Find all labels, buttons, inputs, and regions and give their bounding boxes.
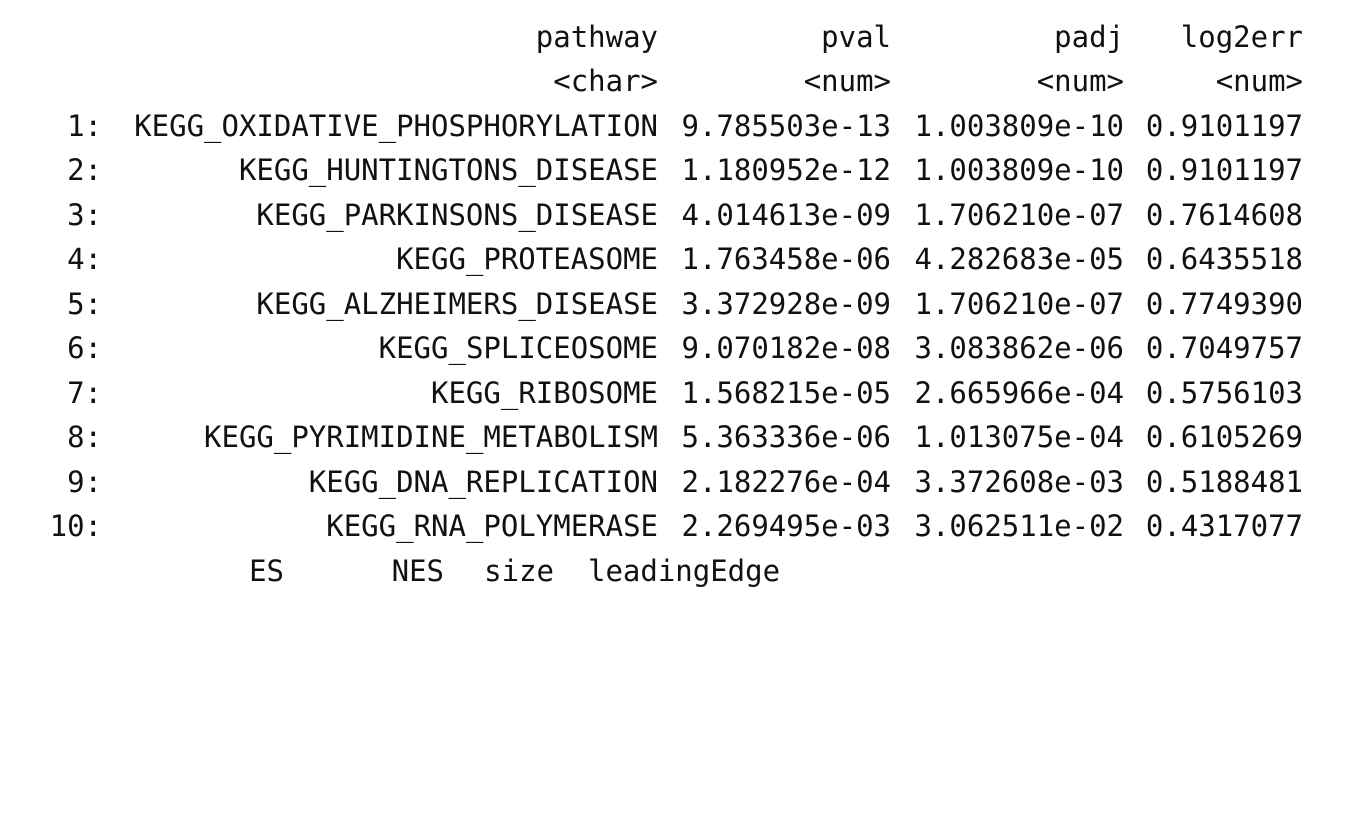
pval-cell: 3.372928e-09 — [681, 287, 891, 321]
padj-cell: 1.003809e-10 — [914, 153, 1124, 187]
column-header-log2err: log2err — [1180, 20, 1303, 54]
row-index: 8: — [67, 420, 102, 454]
column-type-pval: <num> — [803, 64, 891, 98]
table-row: 5: KEGG_ALZHEIMERS_DISEASE 3.372928e-09 … — [0, 282, 1354, 326]
table-row: 4: KEGG_PROTEASOME 1.763458e-06 4.282683… — [0, 237, 1354, 281]
pathway-cell: KEGG_RIBOSOME — [431, 376, 658, 410]
row-index: 5: — [67, 287, 102, 321]
next-column-header-row: ES NES size leadingEdge — [0, 549, 1354, 593]
pval-cell: 1.763458e-06 — [681, 242, 891, 276]
column-header-padj: padj — [1054, 20, 1124, 54]
table-row: 1: KEGG_OXIDATIVE_PHOSPHORYLATION 9.7855… — [0, 104, 1354, 148]
row-index: 7: — [67, 376, 102, 410]
padj-cell: 1.706210e-07 — [914, 198, 1124, 232]
column-header-leading-edge: leadingEdge — [588, 554, 781, 588]
log2err-cell: 0.6105269 — [1145, 420, 1303, 454]
pathway-cell: KEGG_OXIDATIVE_PHOSPHORYLATION — [134, 109, 658, 143]
pval-cell: 9.785503e-13 — [681, 109, 891, 143]
pval-cell: 2.269495e-03 — [681, 509, 891, 543]
table-row: 2: KEGG_HUNTINGTONS_DISEASE 1.180952e-12… — [0, 148, 1354, 192]
log2err-cell: 0.9101197 — [1145, 109, 1303, 143]
column-type-pathway: <char> — [553, 64, 658, 98]
padj-cell: 3.083862e-06 — [914, 331, 1124, 365]
log2err-cell: 0.6435518 — [1145, 242, 1303, 276]
table-row: 10: KEGG_RNA_POLYMERASE 2.269495e-03 3.0… — [0, 504, 1354, 548]
table-row: 8: KEGG_PYRIMIDINE_METABOLISM 5.363336e-… — [0, 415, 1354, 459]
pval-cell: 1.568215e-05 — [681, 376, 891, 410]
padj-cell: 2.665966e-04 — [914, 376, 1124, 410]
row-index: 9: — [67, 465, 102, 499]
column-header-row: pathway pval padj log2err — [0, 15, 1354, 59]
padj-cell: 1.706210e-07 — [914, 287, 1124, 321]
pathway-cell: KEGG_DNA_REPLICATION — [308, 465, 658, 499]
pathway-cell: KEGG_PYRIMIDINE_METABOLISM — [204, 420, 658, 454]
log2err-cell: 0.5756103 — [1145, 376, 1303, 410]
row-index: 6: — [67, 331, 102, 365]
table-row: 3: KEGG_PARKINSONS_DISEASE 4.014613e-09 … — [0, 193, 1354, 237]
pathway-cell: KEGG_RNA_POLYMERASE — [326, 509, 658, 543]
padj-cell: 3.372608e-03 — [914, 465, 1124, 499]
log2err-cell: 0.5188481 — [1145, 465, 1303, 499]
column-type-padj: <num> — [1036, 64, 1124, 98]
log2err-cell: 0.4317077 — [1145, 509, 1303, 543]
r-console-output: pathway pval padj log2err <char> <num> <… — [0, 15, 1354, 588]
column-header-pathway: pathway — [535, 20, 658, 54]
pval-cell: 2.182276e-04 — [681, 465, 891, 499]
row-index: 10: — [49, 509, 102, 543]
pathway-cell: KEGG_SPLICEOSOME — [378, 331, 658, 365]
padj-cell: 3.062511e-02 — [914, 509, 1124, 543]
column-type-log2err: <num> — [1215, 64, 1303, 98]
column-header-es: ES — [249, 554, 284, 588]
row-index: 3: — [67, 198, 102, 232]
pval-cell: 9.070182e-08 — [681, 331, 891, 365]
log2err-cell: 0.7614608 — [1145, 198, 1303, 232]
row-index: 4: — [67, 242, 102, 276]
table-row: 6: KEGG_SPLICEOSOME 9.070182e-08 3.08386… — [0, 326, 1354, 370]
pathway-cell: KEGG_HUNTINGTONS_DISEASE — [238, 153, 658, 187]
log2err-cell: 0.7749390 — [1145, 287, 1303, 321]
log2err-cell: 0.9101197 — [1145, 153, 1303, 187]
row-index: 1: — [67, 109, 102, 143]
column-type-row: <char> <num> <num> <num> — [0, 59, 1354, 103]
padj-cell: 1.003809e-10 — [914, 109, 1124, 143]
column-header-pval: pval — [821, 20, 891, 54]
pval-cell: 5.363336e-06 — [681, 420, 891, 454]
pathway-cell: KEGG_PROTEASOME — [396, 242, 658, 276]
padj-cell: 1.013075e-04 — [914, 420, 1124, 454]
row-index: 2: — [67, 153, 102, 187]
column-header-nes: NES — [391, 554, 444, 588]
pathway-cell: KEGG_ALZHEIMERS_DISEASE — [256, 287, 658, 321]
padj-cell: 4.282683e-05 — [914, 242, 1124, 276]
log2err-cell: 0.7049757 — [1145, 331, 1303, 365]
pval-cell: 4.014613e-09 — [681, 198, 891, 232]
table-row: 9: KEGG_DNA_REPLICATION 2.182276e-04 3.3… — [0, 460, 1354, 504]
pathway-cell: KEGG_PARKINSONS_DISEASE — [256, 198, 658, 232]
table-row: 7: KEGG_RIBOSOME 1.568215e-05 2.665966e-… — [0, 371, 1354, 415]
pval-cell: 1.180952e-12 — [681, 153, 891, 187]
column-header-size: size — [484, 554, 554, 588]
